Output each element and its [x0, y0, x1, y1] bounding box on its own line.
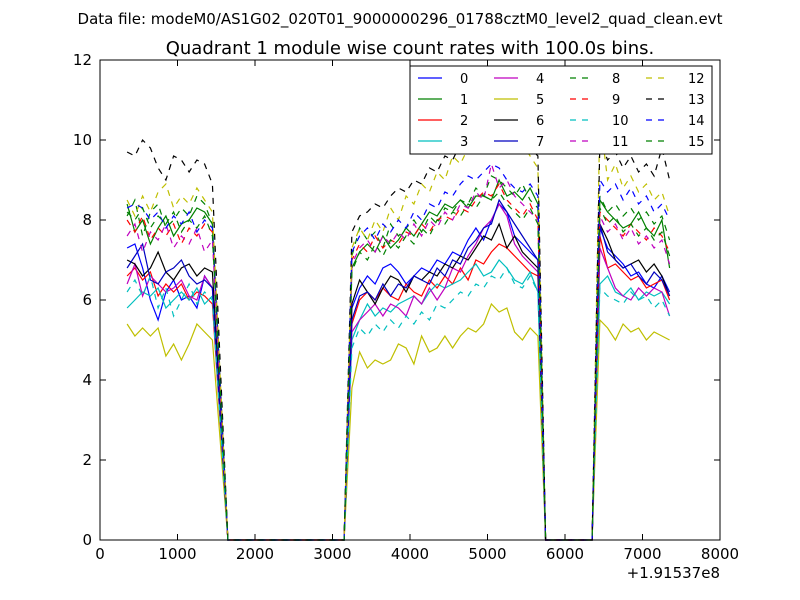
figure-suptitle: Data file: modeM0/AS1G02_020T01_90000002… [78, 10, 723, 29]
x-tick-label: 3000 [313, 545, 351, 563]
legend-label: 10 [612, 114, 629, 129]
legend-label: 6 [536, 114, 544, 129]
x-tick-label: 0 [95, 545, 105, 563]
series-line-5 [126, 302, 670, 541]
x-tick-label: 8000 [701, 545, 739, 563]
legend-label: 9 [612, 93, 620, 108]
legend-label: 15 [688, 135, 705, 150]
y-tick-label: 6 [82, 291, 92, 309]
series-layer [126, 102, 671, 541]
series-line-3 [126, 259, 671, 541]
legend-label: 2 [460, 114, 468, 129]
y-tick-label: 2 [82, 451, 92, 469]
series-line-1 [126, 178, 671, 541]
y-tick-label: 10 [73, 131, 92, 149]
legend-label: 7 [536, 135, 544, 150]
series-line-12 [126, 106, 671, 541]
legend-label: 14 [688, 114, 705, 129]
series-line-10 [126, 266, 671, 541]
y-tick-label: 8 [82, 211, 92, 229]
legend-label: 11 [612, 135, 629, 150]
legend-label: 5 [536, 93, 544, 108]
chart-title: Quadrant 1 module wise count rates with … [166, 38, 655, 59]
legend-label: 13 [688, 93, 705, 108]
y-tick-label: 12 [73, 51, 92, 69]
legend-frame [409, 65, 713, 155]
x-axis-offset-label: +1.91537e8 [627, 564, 720, 582]
legend-label: 3 [460, 135, 468, 150]
series-line-8 [126, 175, 671, 541]
legend-label: 8 [612, 72, 620, 87]
x-tick-label: 1000 [158, 545, 196, 563]
series-line-15 [126, 191, 671, 541]
series-line-4 [126, 202, 671, 541]
x-tick-label: 5000 [468, 545, 506, 563]
legend-label: 1 [460, 93, 468, 108]
legend-label: 0 [460, 72, 468, 87]
x-tick-label: 6000 [546, 545, 584, 563]
x-tick-label: 2000 [236, 545, 274, 563]
series-line-6 [126, 222, 671, 541]
legend-label: 12 [688, 72, 705, 87]
ticks-layer: 0 1000 2000 3000 4000 5000 6000 7000 80000246810… [73, 51, 739, 563]
plot-frame [99, 59, 721, 541]
series-line-7 [126, 198, 671, 541]
x-tick-label: 7000 [623, 545, 661, 563]
y-tick-label: 4 [82, 371, 92, 389]
x-tick-label: 4000 [391, 545, 429, 563]
legend-label: 4 [536, 72, 544, 87]
y-tick-label: 0 [82, 531, 92, 549]
